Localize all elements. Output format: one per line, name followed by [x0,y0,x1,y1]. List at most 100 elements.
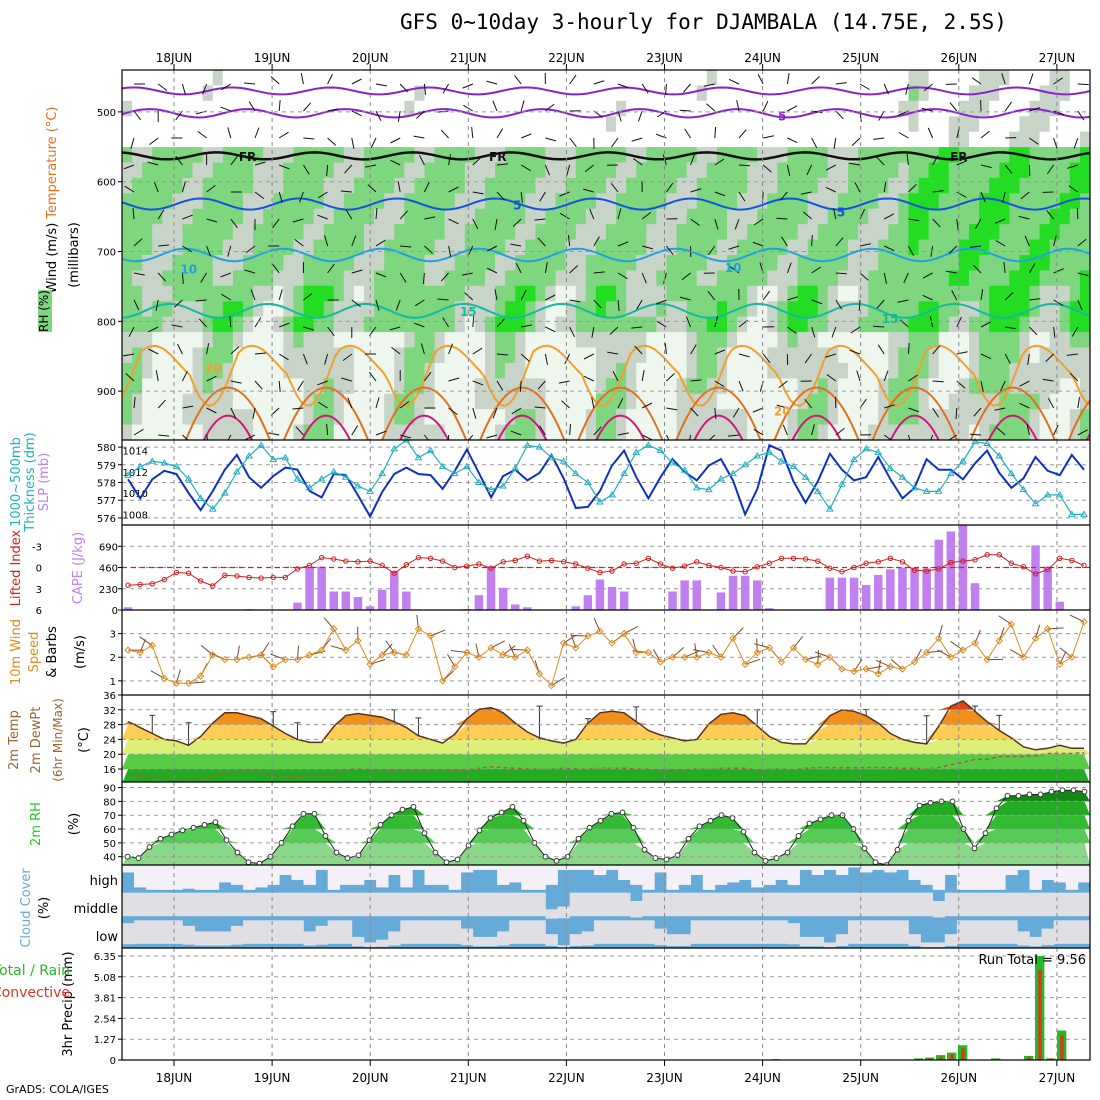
rh-cell [1079,177,1090,194]
rh-cell [525,424,536,440]
wind-barb [292,218,304,223]
date-label-top: 21JUN [450,51,487,65]
wind-barb [610,183,619,193]
rh-cell [394,131,405,148]
rh-cell [202,332,214,348]
wind-speed-marker [535,670,544,678]
lifted-index-marker [718,564,724,571]
rh-cell [958,347,970,364]
rh-cell [485,332,496,348]
cloud-cell-middle [315,892,328,917]
wind-barb [714,407,717,419]
rh-cell [827,177,839,194]
rh-cell [273,116,284,133]
cloud-cell-middle [981,892,994,917]
wind-barb [202,83,208,95]
rh-cell [1069,378,1081,395]
rh-cell [848,347,859,364]
thickness-marker [366,487,374,494]
wind-barb [859,243,871,247]
wind-barb [123,164,135,170]
rh-cell [132,162,143,179]
rh-cell [969,255,980,271]
rh-cell [394,208,405,225]
cloud-cell-middle [327,892,341,917]
rh-cell [999,393,1010,410]
rh-cell [303,85,315,102]
rh-cell [918,224,930,241]
rh-cell [454,162,466,179]
rh-cell [444,177,456,194]
rh-cell [999,224,1010,241]
rh-cell [323,239,335,256]
rh-cell [706,162,718,179]
rh-cell [979,393,990,410]
rh-cell [878,100,889,117]
rh-cell [938,208,950,225]
rh-cell [232,162,244,179]
wind-speed-marker [608,639,616,647]
rh-cell [636,362,647,379]
cape-bar [511,604,520,610]
rh-cell [999,424,1010,440]
rh-label: 2m RH [29,802,44,846]
rh-cell [777,332,788,348]
rh-cell [626,85,637,102]
rh-cell [505,424,516,440]
rh-cell [646,116,657,133]
wind-barb [564,353,571,365]
wind-barb [753,218,764,226]
rh-cell [1059,393,1071,410]
date-label-bottom: 21JUN [450,1071,487,1085]
rh-cell [343,301,355,318]
rh-cell [888,270,899,287]
wind-barb [1067,164,1078,169]
wind-barb [753,428,764,436]
rh-cell [364,147,375,163]
rh-2m-marker [443,859,450,865]
wind-speed-marker [233,655,241,664]
rh-cell [626,332,637,348]
rh-2m-marker [289,823,296,830]
rh-cell [142,147,153,163]
cloud-cell-high [835,865,849,875]
rh-cell [979,70,990,86]
rh-cell [545,116,557,133]
rh-cell [505,116,516,133]
rh-cell [1039,285,1051,302]
rh-cell [474,162,486,179]
wind-barb [230,407,237,419]
rh-cell [122,116,133,133]
cloud-cell-high [1065,865,1079,890]
lifted-index-marker [996,552,1002,558]
rh-cell [888,224,899,241]
rh-cell [323,316,335,333]
wind-barb [270,76,280,85]
rh-cell [837,224,849,241]
rh-cell [374,70,385,86]
rh-cell [928,208,940,225]
cloud-cell-low [460,928,474,946]
rh-cell [908,270,920,287]
thickness-marker [462,462,471,470]
thickness-marker [971,437,979,445]
rh-cell [515,208,526,225]
rh-cell [948,362,960,379]
wind-barb [908,374,918,382]
rh-cell [202,85,214,102]
rh-cell [888,347,899,364]
wind-barb [1029,326,1038,336]
rh-cell [969,177,980,194]
rh-cell [989,362,1000,379]
rh-cell [1009,378,1020,395]
rh-cell [172,131,183,148]
isotherm-freezing [122,151,1090,161]
rh-cell [555,208,567,225]
thickness-marker [620,469,629,477]
rh-cell [938,193,950,210]
rh-cell [666,301,678,318]
rh-cell [394,147,405,163]
rh-cell [737,393,748,410]
rh-cell [172,208,183,225]
rh-cell [908,70,920,86]
